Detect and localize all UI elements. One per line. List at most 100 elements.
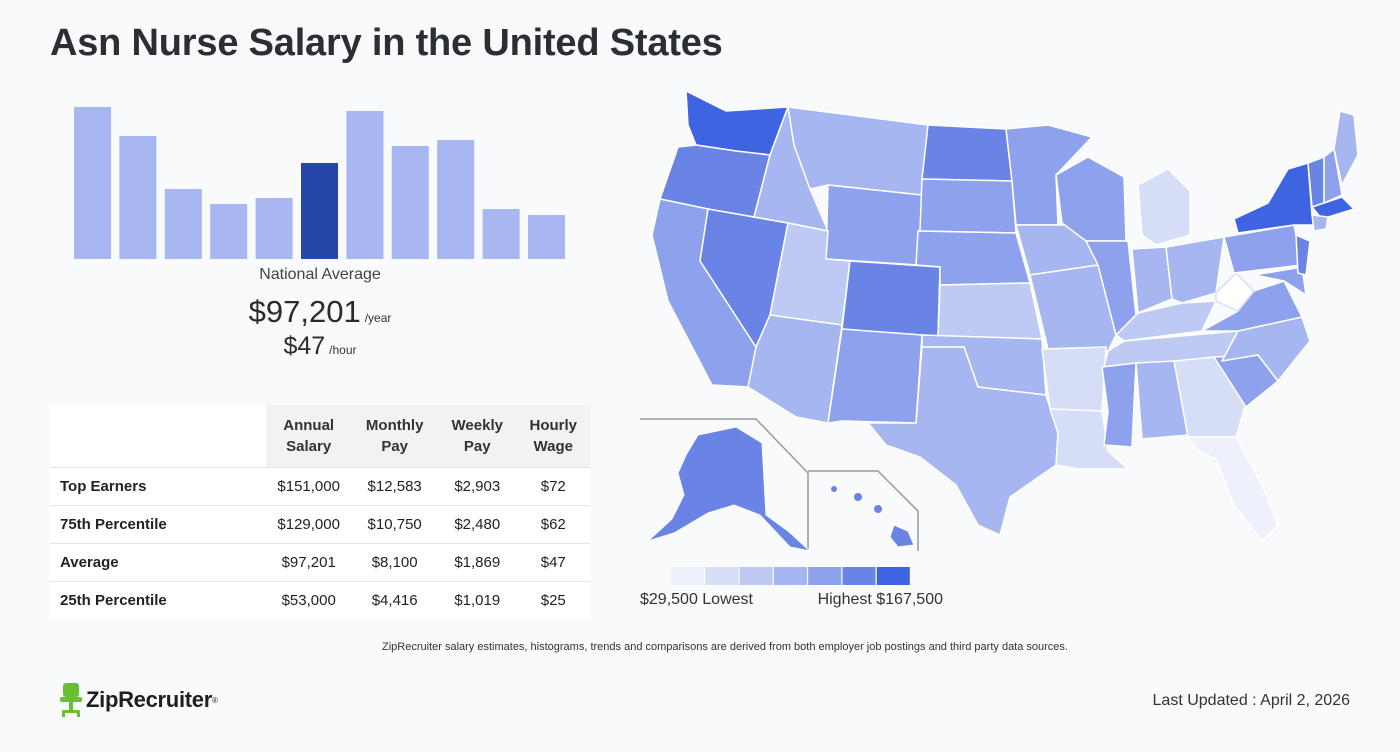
cell-annual: $97,201	[266, 543, 352, 582]
histogram-bar	[301, 163, 338, 259]
map-region-colorado	[841, 260, 941, 338]
histogram-bar	[482, 209, 520, 259]
table-row: Top Earners $151,000 $12,583 $2,903 $72	[50, 467, 590, 506]
cell-monthly: $8,100	[351, 543, 438, 582]
map-region-minnesota	[1005, 124, 1094, 226]
salary-table: Annual Salary Monthly Pay Weekly Pay Hourly…	[50, 405, 590, 619]
header-blank	[50, 405, 266, 468]
histogram-bar	[255, 198, 293, 259]
legend-low-label: $29,500 Lowest	[640, 591, 753, 608]
map-region-missouri	[1029, 264, 1117, 352]
map-region-texas	[866, 346, 1059, 537]
map-region-wyoming	[825, 184, 923, 266]
legend-swatch	[808, 567, 842, 585]
map-region-connecticut	[1311, 214, 1329, 232]
legend-swatch	[842, 567, 876, 585]
legend-swatch	[671, 567, 704, 585]
legend-swatch	[739, 567, 773, 585]
cell-weekly: $1,869	[437, 543, 517, 582]
us-salary-map	[640, 89, 1359, 585]
page-title: Asn Nurse Salary in the United States	[50, 22, 723, 64]
map-region-georgia	[1173, 356, 1247, 438]
national-average-yearly: $97,201/year	[170, 294, 470, 330]
row-label: 25th Percentile	[50, 581, 266, 619]
table-row: 75th Percentile $129,000 $10,750 $2,480 …	[50, 505, 590, 544]
header-annual-salary: Annual Salary	[266, 405, 352, 468]
map-region-maryland	[1253, 266, 1307, 297]
header-monthly-pay: Monthly Pay	[351, 405, 438, 468]
header-hourly-wage: Hourly Wage	[516, 405, 590, 468]
salary-histogram	[74, 107, 565, 259]
cell-weekly: $1,019	[437, 581, 517, 619]
legend-high-label: Highest $167,500	[817, 591, 943, 608]
yearly-value: $97,201	[248, 294, 361, 329]
row-label: 75th Percentile	[50, 505, 266, 544]
chair-icon	[60, 683, 82, 717]
histogram-bar	[119, 136, 157, 259]
table-row: Average $97,201 $8,100 $1,869 $47	[50, 543, 590, 582]
footnote: ZipRecruiter salary estimates, histogram…	[382, 641, 1068, 653]
last-updated: Last Updated : April 2, 2026	[1152, 692, 1350, 709]
logo-registered: ®	[211, 695, 218, 705]
cell-annual: $53,000	[266, 581, 352, 619]
map-region-michigan	[1137, 168, 1191, 246]
hawaii-inset-border	[808, 470, 919, 551]
legend-swatch	[773, 567, 807, 585]
histogram-bar	[346, 111, 384, 259]
alaska-inset-border	[640, 418, 809, 551]
map-region-alaska	[647, 426, 812, 552]
map-region-new-york	[1233, 162, 1322, 234]
map-region-arkansas	[1041, 346, 1107, 412]
map-region-new-mexico	[827, 328, 923, 424]
map-region-new-jersey	[1295, 233, 1311, 276]
map-region-hawaii	[889, 524, 915, 548]
cell-monthly: $4,416	[351, 581, 438, 619]
cell-hourly: $72	[516, 467, 590, 506]
legend-swatch	[705, 567, 739, 585]
table-row: 25th Percentile $53,000 $4,416 $1,019 $2…	[50, 581, 590, 619]
hourly-value: $47	[283, 332, 326, 360]
table-header-row: Annual Salary Monthly Pay Weekly Pay Hourly…	[50, 405, 590, 468]
histogram-bar	[164, 189, 202, 259]
map-region-massachusetts	[1310, 196, 1356, 220]
cell-monthly: $10,750	[351, 505, 438, 544]
histogram-bar	[391, 146, 429, 259]
logo-name: ZipRecruiter	[86, 687, 212, 712]
national-average-hourly: $47/hour	[170, 332, 470, 361]
map-region-maine	[1333, 110, 1359, 188]
map-region-indiana	[1131, 246, 1173, 315]
map-region-north-dakota	[921, 124, 1013, 182]
map-region-florida	[1186, 436, 1279, 543]
cell-monthly: $12,583	[351, 467, 438, 506]
histogram-bar	[528, 215, 565, 259]
map-region-pennsylvania	[1223, 224, 1303, 274]
row-label: Average	[50, 543, 266, 582]
map-region-south-dakota	[919, 178, 1017, 234]
legend-swatch	[876, 567, 910, 585]
map-region-hawaii-islands	[854, 493, 862, 501]
row-label: Top Earners	[50, 467, 266, 506]
cell-weekly: $2,480	[437, 505, 517, 544]
cell-annual: $129,000	[266, 505, 352, 544]
map-region-kansas	[937, 282, 1043, 340]
national-average-label: National Average	[259, 266, 381, 283]
map-region-montana	[787, 106, 929, 196]
map-region-mississippi	[1101, 362, 1137, 448]
map-region-new-hampshire	[1323, 147, 1343, 205]
histogram-bar	[210, 204, 248, 259]
map-region-hawaii-islands	[874, 505, 882, 513]
map-legend	[671, 567, 910, 585]
cell-weekly: $2,903	[437, 467, 517, 506]
cell-hourly: $25	[516, 581, 590, 619]
ziprecruiter-logo: ZipRecruiter ®	[60, 683, 218, 717]
map-region-ohio	[1165, 236, 1225, 304]
map-region-louisiana	[1048, 408, 1130, 470]
map-region-hawaii-islands	[831, 486, 837, 492]
yearly-unit: /year	[364, 311, 392, 325]
cell-hourly: $47	[516, 543, 590, 582]
histogram-bar	[437, 140, 475, 259]
cell-annual: $151,000	[266, 467, 352, 506]
map-region-west-virginia	[1215, 271, 1256, 312]
histogram-bar	[74, 107, 111, 259]
header-weekly-pay: Weekly Pay	[437, 405, 517, 468]
